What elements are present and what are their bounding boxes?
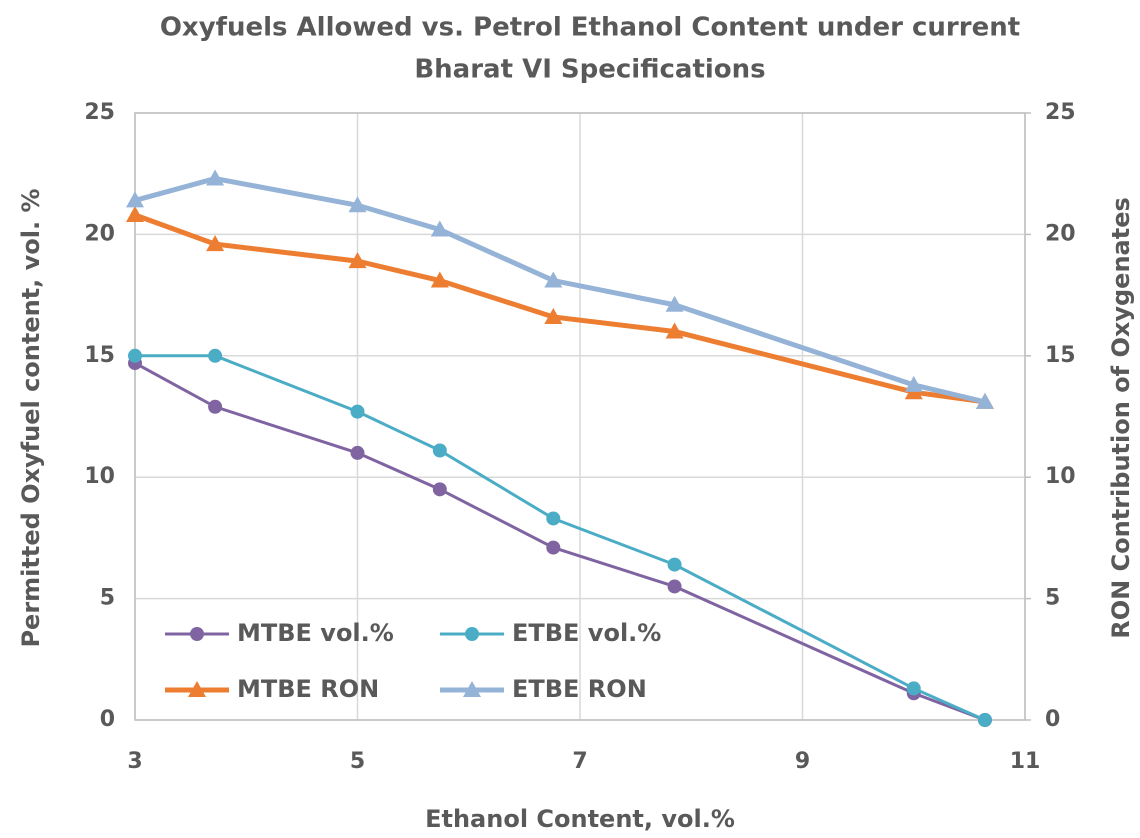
marker bbox=[463, 681, 481, 697]
y-tick-label: 15 bbox=[84, 343, 115, 368]
marker bbox=[126, 205, 144, 222]
marker bbox=[128, 348, 142, 363]
x-tick-label: 3 bbox=[127, 749, 142, 774]
y-tick-label: 20 bbox=[84, 221, 115, 246]
y2-tick-label: 20 bbox=[1045, 221, 1076, 246]
marker bbox=[126, 191, 144, 208]
marker bbox=[188, 681, 206, 697]
marker bbox=[667, 579, 682, 594]
marker bbox=[206, 169, 225, 186]
marker bbox=[208, 399, 223, 414]
x-tick-label: 7 bbox=[572, 749, 587, 774]
chart-title: Oxyfuels Allowed vs. Petrol Ethanol Cont… bbox=[160, 13, 1020, 43]
marker bbox=[546, 511, 561, 526]
marker bbox=[975, 392, 994, 409]
y2-tick-label: 10 bbox=[1045, 464, 1076, 489]
series-line bbox=[134, 212, 986, 405]
y2-axis-label: RON Contribution of Oxygenates bbox=[1107, 197, 1135, 639]
y2-tick-label: 0 bbox=[1045, 707, 1060, 732]
marker bbox=[665, 322, 684, 339]
x-axis-label: Ethanol Content, vol.% bbox=[425, 805, 735, 833]
marker bbox=[430, 271, 449, 288]
marker bbox=[208, 348, 223, 363]
series-line bbox=[135, 354, 986, 722]
marker bbox=[546, 540, 561, 555]
marker bbox=[350, 404, 365, 419]
marker bbox=[544, 307, 563, 324]
marker bbox=[430, 220, 449, 237]
marker bbox=[904, 375, 923, 392]
legend-label: ETBE RON bbox=[512, 675, 647, 703]
marker bbox=[667, 557, 682, 572]
marker bbox=[348, 196, 367, 213]
y-tick-label: 5 bbox=[100, 586, 115, 611]
y2-tick-label: 15 bbox=[1045, 343, 1076, 368]
chart-title: Bharat VI Specifications bbox=[414, 55, 765, 85]
marker bbox=[544, 271, 563, 288]
series-line bbox=[134, 175, 986, 405]
marker bbox=[190, 627, 204, 641]
y2-tick-label: 5 bbox=[1045, 586, 1060, 611]
marker bbox=[906, 681, 921, 696]
x-tick-label: 11 bbox=[1010, 749, 1041, 774]
marker bbox=[465, 627, 479, 641]
y-tick-label: 0 bbox=[100, 707, 115, 732]
marker bbox=[432, 482, 447, 497]
marker bbox=[350, 445, 365, 460]
marker bbox=[977, 713, 992, 727]
series-line bbox=[134, 361, 986, 722]
legend-label: MTBE vol.% bbox=[237, 619, 394, 647]
marker bbox=[348, 252, 367, 269]
legend-label: MTBE RON bbox=[237, 675, 379, 703]
x-tick-label: 5 bbox=[350, 749, 365, 774]
y-tick-label: 10 bbox=[84, 464, 115, 489]
marker bbox=[665, 295, 684, 312]
legend-label: ETBE vol.% bbox=[512, 619, 661, 647]
marker bbox=[432, 443, 447, 458]
plot-frame bbox=[134, 112, 1026, 721]
y-axis-label: Permitted Oxyfuel content, vol. % bbox=[17, 188, 45, 647]
marker bbox=[206, 235, 225, 252]
x-tick-label: 9 bbox=[795, 749, 810, 774]
y-tick-label: 25 bbox=[84, 100, 115, 125]
y2-tick-label: 25 bbox=[1045, 100, 1076, 125]
